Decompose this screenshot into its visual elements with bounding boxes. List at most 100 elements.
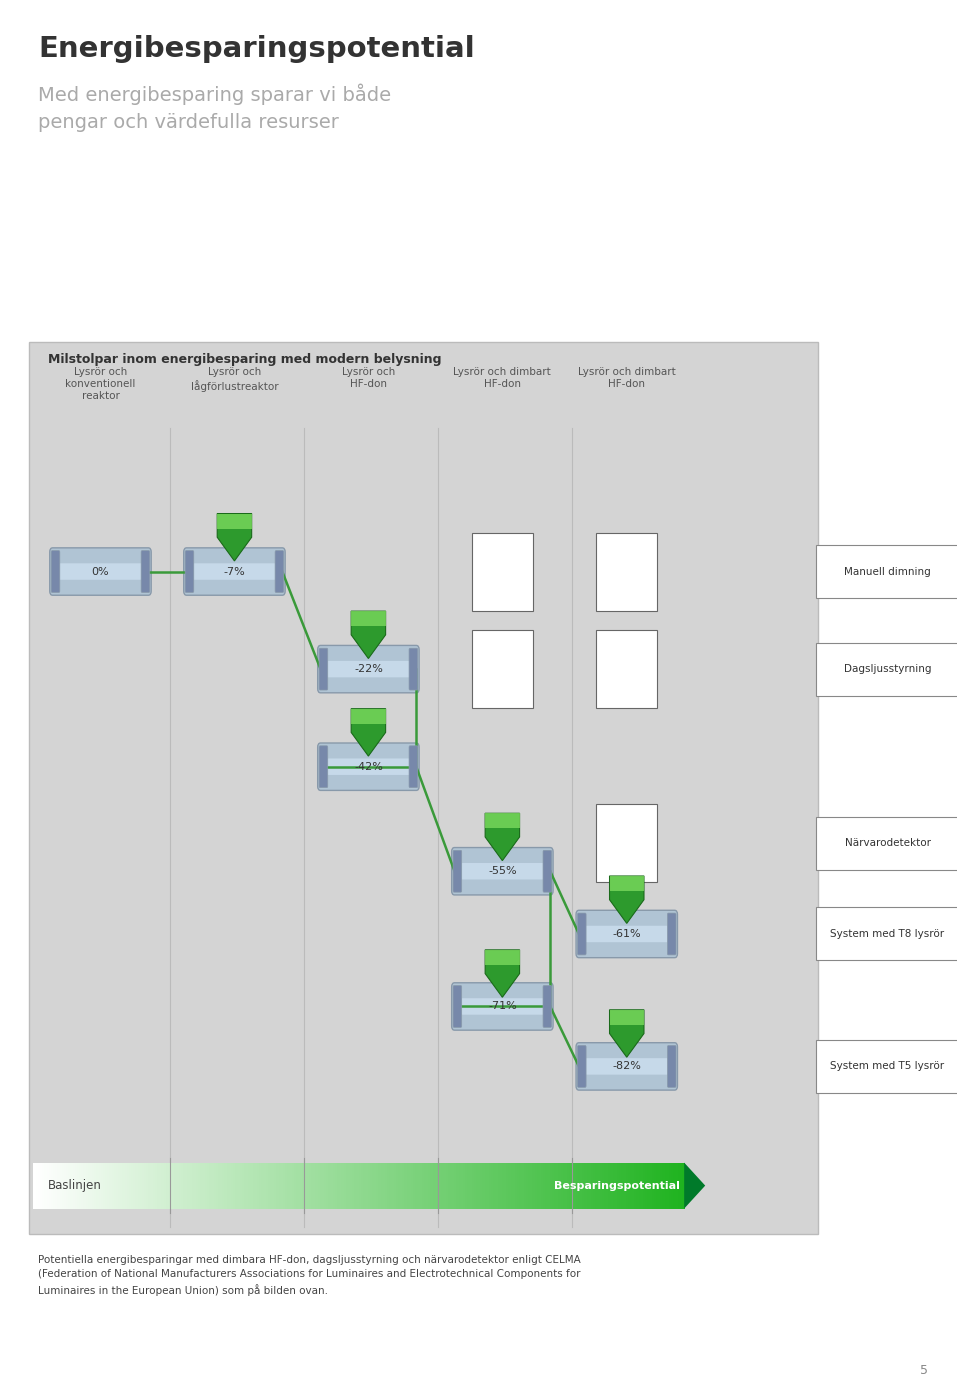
Bar [111, 1163, 114, 1209]
Bar [678, 1163, 681, 1209]
Bar [400, 1163, 403, 1209]
Bar [142, 1163, 145, 1209]
Bar [500, 1163, 503, 1209]
Bar [656, 1163, 660, 1209]
Bar [492, 1163, 494, 1209]
Bar [416, 1163, 419, 1209]
Bar [216, 1163, 219, 1209]
Bar [652, 1163, 655, 1209]
Bar [270, 1163, 273, 1209]
Bar [51, 1163, 54, 1209]
Bar [44, 1163, 47, 1209]
Bar [424, 1163, 427, 1209]
Bar [359, 1163, 362, 1209]
Bar [680, 1163, 683, 1209]
Bar [307, 1163, 310, 1209]
Bar [218, 1163, 221, 1209]
Bar [46, 1163, 50, 1209]
Bar [664, 1163, 668, 1209]
Bar [242, 1163, 245, 1209]
Bar [471, 1163, 475, 1209]
Bar [478, 1163, 481, 1209]
Bar [602, 1163, 605, 1209]
Bar [580, 1163, 583, 1209]
Bar [669, 1163, 672, 1209]
Bar [278, 1163, 281, 1209]
Bar [535, 1163, 538, 1209]
Bar [591, 1163, 594, 1209]
Bar [630, 1163, 633, 1209]
FancyBboxPatch shape [667, 1046, 676, 1087]
Bar [61, 1163, 65, 1209]
Bar [559, 1163, 562, 1209]
Bar [550, 1163, 553, 1209]
Bar [588, 1163, 592, 1209]
Bar [376, 1163, 379, 1209]
Bar [213, 1163, 217, 1209]
Bar [545, 1163, 548, 1209]
Bar [113, 1163, 117, 1209]
Bar [404, 1163, 407, 1209]
Bar [444, 1163, 446, 1209]
Bar [227, 1163, 229, 1209]
Bar [402, 1163, 405, 1209]
Bar [493, 1163, 496, 1209]
Bar [463, 1163, 466, 1209]
Bar [237, 1163, 241, 1209]
Bar [342, 1163, 345, 1209]
Bar [435, 1163, 438, 1209]
Bar [459, 1163, 462, 1209]
Bar [606, 1163, 610, 1209]
FancyBboxPatch shape [451, 848, 553, 895]
Bar [628, 1163, 631, 1209]
Bar [144, 1163, 147, 1209]
Bar [485, 1163, 488, 1209]
Bar [96, 1163, 100, 1209]
Bar [420, 1163, 422, 1209]
Bar [330, 1163, 334, 1209]
FancyBboxPatch shape [596, 804, 658, 882]
Bar [387, 1163, 390, 1209]
Bar [135, 1163, 138, 1209]
Bar [70, 1163, 74, 1209]
Bar [289, 1163, 293, 1209]
Bar [539, 1163, 542, 1209]
Bar [268, 1163, 271, 1209]
Bar [476, 1163, 479, 1209]
Bar [280, 1163, 284, 1209]
Bar [103, 1163, 106, 1209]
Bar [370, 1163, 372, 1209]
Bar [68, 1163, 71, 1209]
FancyBboxPatch shape [596, 630, 658, 708]
Bar [489, 1163, 492, 1209]
Bar [92, 1163, 95, 1209]
Bar [132, 1163, 134, 1209]
Bar [302, 1163, 305, 1209]
Bar [73, 1163, 76, 1209]
Bar [593, 1163, 596, 1209]
Text: Lysrör och dimbart
HF-don: Lysrör och dimbart HF-don [578, 367, 676, 389]
Bar [426, 1163, 429, 1209]
Bar [465, 1163, 468, 1209]
Bar [578, 1163, 581, 1209]
Bar [309, 1163, 312, 1209]
Bar [469, 1163, 472, 1209]
Text: -22%: -22% [354, 664, 383, 675]
Bar [487, 1163, 490, 1209]
Text: System med T5 lysrör: System med T5 lysrör [830, 1061, 945, 1072]
Bar [300, 1163, 303, 1209]
Bar [190, 1163, 193, 1209]
Text: Dagsljusstyrning: Dagsljusstyrning [844, 664, 931, 675]
FancyBboxPatch shape [453, 986, 462, 1027]
Bar [316, 1163, 319, 1209]
Polygon shape [351, 708, 386, 723]
Bar [561, 1163, 564, 1209]
Bar [638, 1163, 641, 1209]
Bar [533, 1163, 536, 1209]
Bar [296, 1163, 300, 1209]
Bar [611, 1163, 613, 1209]
Bar [576, 1163, 579, 1209]
Bar [292, 1163, 295, 1209]
Bar [372, 1163, 375, 1209]
Text: -42%: -42% [354, 761, 383, 772]
